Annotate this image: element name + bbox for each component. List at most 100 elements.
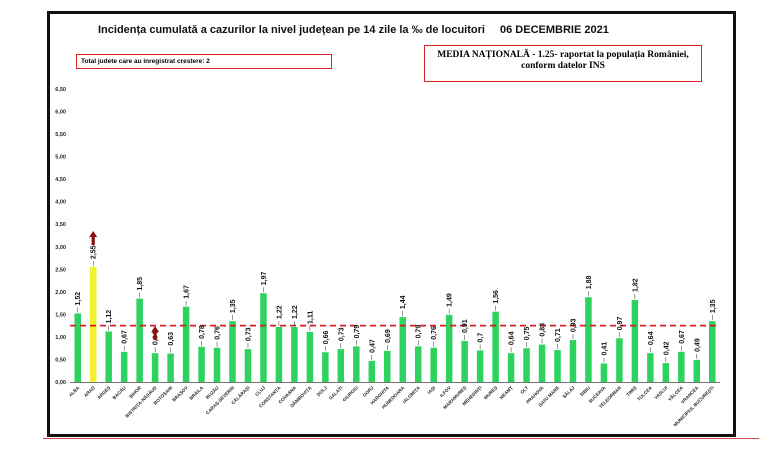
increase-arrow-icon [151,326,160,341]
bar [291,327,298,382]
category-label: TIMIȘ [625,385,638,398]
value-label: 1,56 [493,290,500,304]
bar [244,349,252,382]
value-label: 1,35 [710,299,717,313]
value-label: 1,49 [447,293,454,307]
value-label: 1,44 [400,295,407,309]
bar [136,298,143,382]
category-label: MUREȘ [483,385,499,401]
bar [167,353,174,382]
value-label: 0,64 [509,331,516,345]
value-label: 0,42 [663,341,670,355]
value-label: 1,22 [292,305,299,319]
chart-date: 06 DECEMBRIE 2021 [500,24,609,36]
y-tick-label: 3,50 [55,222,66,228]
value-label: 0,64 [648,331,655,345]
value-label: 0,93 [570,318,577,332]
category-label: SĂLAJ [561,384,576,399]
value-label: 0,79 [416,325,423,339]
y-tick-label: 4,00 [55,200,66,206]
y-tick-label: 1,00 [55,335,66,341]
category-label: SIBIU [579,385,592,398]
y-tick-label: 6,00 [55,110,66,116]
bar [368,360,376,382]
bar [353,346,360,382]
value-label: 0,79 [354,325,361,339]
y-tick-label: 2,00 [55,290,66,296]
bar [414,346,422,382]
value-label: 1,82 [632,278,639,292]
y-tick-label: 5,00 [55,155,66,161]
value-label: 0,7 [478,333,485,343]
value-label: 0,76 [215,326,222,340]
category-label: IALOMIȚA [402,385,422,405]
bar [445,314,453,382]
value-label: 0,76 [431,326,438,340]
y-tick-label: 4,50 [55,177,66,183]
value-label: 1,11 [307,311,314,324]
value-label: 0,71 [555,328,562,342]
category-label: GIURGIU [342,385,360,403]
y-tick-label: 2,50 [55,267,66,273]
bar [213,347,221,382]
value-label: 0,73 [245,327,252,341]
value-label: 0,47 [369,339,376,353]
bar [322,352,329,382]
value-label: 0,67 [122,330,129,344]
value-label: 0,66 [323,331,330,345]
bar [430,347,437,382]
y-tick-label: 6,50 [55,87,66,93]
bottom-divider [43,438,759,439]
value-label: 0,91 [462,319,469,333]
category-label: ILFOV [439,385,453,399]
bar [74,313,81,382]
value-label: 0,73 [338,327,345,341]
bar [569,340,577,382]
value-label: 1,85 [137,277,144,291]
category-label: TULCEA [636,385,653,402]
y-tick-label: 0,00 [55,380,66,386]
value-label: 0,75 [524,326,531,340]
bar [476,350,484,382]
category-label: BACĂU [111,384,127,400]
counties-increase-note: Total judete care au inregistrat crester… [76,54,332,69]
value-label: 1,67 [184,285,191,299]
category-label: IAȘI [427,385,438,396]
bar [554,349,561,382]
value-label: 1,35 [230,299,237,313]
increase-arrow-icon [89,231,98,246]
category-label: BRĂILA [188,384,205,401]
bar [120,351,128,382]
bar [399,317,406,382]
y-tick-label: 5,50 [55,132,66,138]
bar [229,321,236,382]
category-label: OLT [519,385,529,395]
bar [198,346,205,382]
bar [616,338,623,382]
chart-title: Incidența cumulată a cazurilor la nivel … [98,24,485,36]
value-label: 0,78 [199,325,206,339]
bar [182,306,190,382]
bar [275,327,283,382]
bar [662,363,670,382]
y-tick-label: 1,50 [55,312,66,318]
bar [523,348,530,382]
category-label: NEAMȚ [499,385,514,400]
category-label: ARAD [83,385,96,398]
value-label: 1,12 [106,310,113,324]
value-label: 1,22 [276,305,283,319]
bar [600,363,608,382]
bar [89,267,97,382]
national-average-note: MEDIA NAȚIONALĂ - 1.25- raportat la popu… [424,45,702,82]
bar [507,353,515,382]
bar [647,353,654,382]
bar [678,351,685,382]
value-label: 2,55 [91,245,98,259]
value-label: 0,67 [679,330,686,344]
category-label: ALBA [68,385,81,398]
bar [585,297,592,382]
category-label: ARGEȘ [96,385,112,401]
value-label: 0,41 [601,342,608,356]
category-label: BRAȘOV [171,385,190,404]
